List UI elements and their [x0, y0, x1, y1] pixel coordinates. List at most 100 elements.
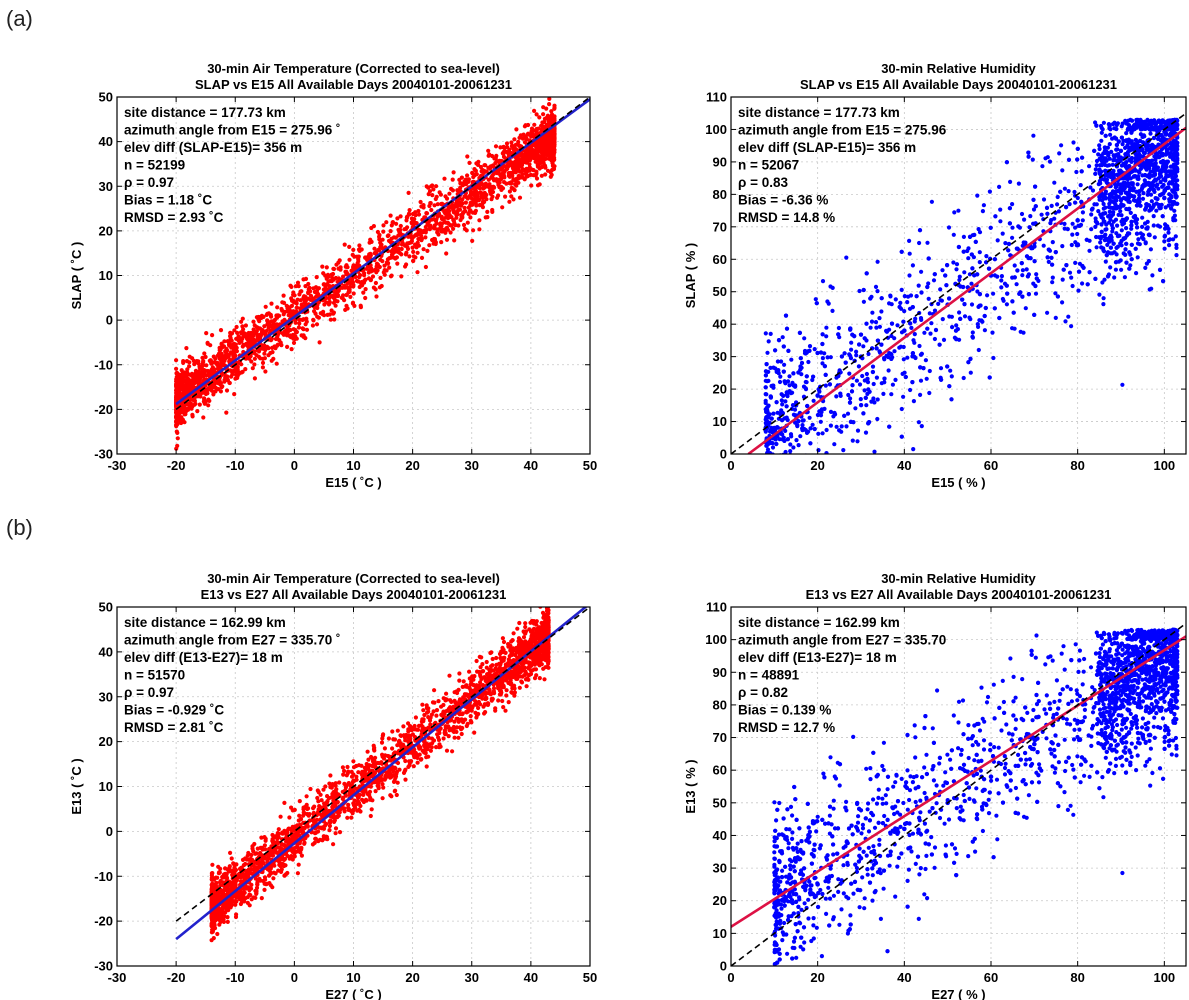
x-tick-label: 20	[405, 458, 419, 473]
data-point	[393, 235, 398, 240]
data-point	[206, 403, 211, 408]
data-point	[304, 327, 310, 332]
data-point	[1066, 157, 1072, 162]
data-point	[222, 339, 227, 344]
data-point	[232, 392, 237, 397]
data-point	[174, 397, 179, 402]
data-point	[783, 399, 788, 404]
data-point	[428, 201, 433, 206]
data-point	[1074, 169, 1079, 175]
data-point	[766, 369, 771, 374]
data-point	[972, 232, 977, 237]
data-point	[1071, 140, 1076, 145]
data-point	[274, 361, 279, 366]
data-point	[875, 416, 880, 422]
data-point	[765, 467, 769, 471]
data-point	[433, 241, 438, 247]
data-point	[418, 199, 423, 205]
data-point	[954, 323, 959, 328]
data-point	[202, 401, 207, 406]
data-point	[1145, 192, 1150, 197]
data-point	[1162, 196, 1167, 201]
data-point	[516, 157, 522, 162]
data-point	[822, 406, 827, 411]
data-point	[539, 123, 544, 128]
data-point	[1012, 326, 1017, 331]
data-point	[1148, 192, 1154, 197]
data-point	[850, 383, 855, 388]
data-point	[524, 170, 529, 175]
data-point	[947, 314, 952, 319]
data-point	[211, 354, 216, 359]
data-point	[445, 220, 450, 225]
data-point	[370, 268, 375, 273]
data-point	[764, 520, 768, 524]
data-point	[534, 169, 539, 174]
data-point	[262, 324, 267, 329]
data-point	[208, 385, 213, 390]
data-point	[1106, 205, 1112, 210]
data-point	[382, 272, 387, 277]
data-point	[1098, 240, 1103, 245]
data-point	[830, 308, 835, 313]
data-point	[264, 312, 269, 317]
data-point	[538, 142, 543, 147]
data-point	[1158, 172, 1163, 177]
data-point	[500, 186, 506, 191]
data-point	[439, 240, 444, 245]
data-point	[768, 467, 772, 471]
data-point	[766, 492, 770, 496]
data-point	[1112, 172, 1117, 177]
data-point	[1119, 228, 1124, 233]
data-point	[815, 412, 821, 418]
data-point	[1109, 191, 1115, 196]
data-point	[1134, 117, 1139, 123]
data-point	[848, 396, 853, 401]
data-point	[249, 359, 254, 364]
data-point	[771, 411, 776, 416]
data-point	[893, 297, 898, 302]
data-point	[174, 371, 180, 376]
data-point	[1141, 150, 1146, 155]
data-point	[1045, 211, 1050, 216]
data-point	[806, 359, 811, 365]
data-point	[545, 113, 551, 118]
data-point	[1118, 191, 1124, 196]
data-point	[1088, 185, 1093, 190]
data-point	[919, 424, 924, 429]
data-point	[381, 229, 386, 234]
data-point	[429, 207, 434, 213]
data-point	[1004, 302, 1010, 307]
x-tick-label: 40	[524, 458, 538, 473]
data-point	[224, 410, 229, 415]
data-point	[824, 451, 829, 454]
data-point	[925, 240, 930, 245]
data-point	[251, 330, 256, 335]
data-point	[1111, 241, 1116, 246]
data-point	[779, 408, 784, 413]
data-point	[1118, 155, 1123, 160]
data-point	[1099, 234, 1104, 239]
data-point	[917, 240, 922, 246]
data-point	[229, 374, 234, 379]
data-point	[532, 108, 537, 113]
data-point	[215, 360, 220, 365]
data-point	[884, 353, 889, 358]
data-point	[1073, 225, 1078, 230]
data-point	[464, 228, 469, 233]
data-point	[1069, 275, 1074, 280]
data-point	[951, 232, 956, 237]
data-point	[535, 183, 541, 188]
data-point	[1174, 253, 1179, 258]
data-point	[405, 246, 411, 251]
data-point	[380, 259, 385, 264]
data-point	[820, 431, 825, 436]
data-point	[431, 217, 437, 222]
data-point	[195, 377, 200, 382]
data-point	[250, 366, 255, 371]
data-point	[482, 195, 487, 200]
data-point	[918, 392, 923, 397]
data-point	[253, 339, 258, 344]
data-point	[174, 358, 179, 363]
data-point	[818, 350, 824, 355]
